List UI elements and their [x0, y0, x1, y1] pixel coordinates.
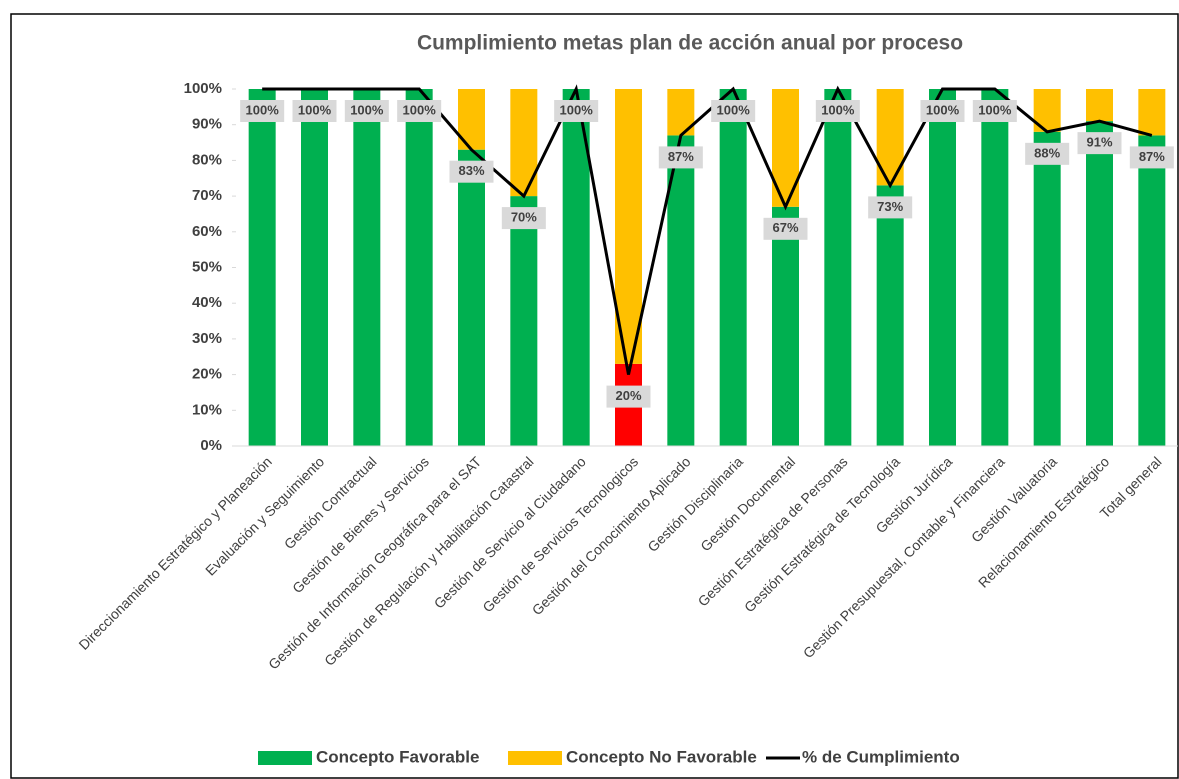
data-label: 100%: [926, 102, 960, 117]
data-label: 73%: [877, 199, 903, 214]
bar-segment: [667, 135, 695, 446]
bar-segment: [1138, 89, 1166, 136]
y-tick-label: 50%: [192, 258, 222, 275]
bar-segment: [824, 89, 852, 446]
bar-segment: [719, 89, 747, 446]
bar-segment: [981, 89, 1009, 446]
data-label-box: [658, 146, 703, 169]
data-label-box: [554, 100, 599, 122]
data-label: 88%: [1034, 145, 1060, 160]
bar-segment: [405, 89, 433, 446]
data-label-box: [1077, 132, 1122, 155]
line-series: [262, 84, 1153, 375]
data-label-box: [606, 385, 651, 408]
data-label-box: [344, 100, 389, 122]
data-label-box: [292, 100, 337, 122]
data-label-box: [501, 207, 546, 230]
y-tick-label: 0%: [200, 437, 222, 454]
data-label: 20%: [615, 388, 641, 403]
bar-segment: [353, 89, 381, 446]
bar-segment: [876, 185, 904, 446]
legend-swatch: [258, 751, 312, 765]
bar-segment: [458, 149, 485, 446]
bar-segment: [248, 89, 276, 446]
bar-segment: [301, 89, 328, 446]
data-label-box: [1025, 142, 1070, 165]
data-label: 100%: [717, 102, 751, 117]
legend-swatch: [508, 751, 562, 765]
data-label: 87%: [668, 149, 694, 164]
bar-segment: [1086, 89, 1113, 122]
y-tick-label: 30%: [192, 330, 222, 347]
data-label: 100%: [560, 102, 594, 117]
bar-segment: [1086, 121, 1113, 446]
legend-label: % de Cumplimiento: [802, 747, 960, 766]
data-label-box: [1129, 146, 1174, 169]
data-label: 87%: [1139, 149, 1165, 164]
bar-segment: [1033, 131, 1061, 446]
data-label-box: [711, 100, 756, 122]
chart-title: Cumplimiento metas plan de acción anual …: [417, 32, 963, 55]
y-tick-label: 10%: [192, 401, 222, 418]
data-label-box: [397, 100, 442, 122]
legend-label: Concepto No Favorable: [566, 747, 757, 766]
data-label-box: [449, 160, 494, 183]
bar-segment: [562, 89, 590, 446]
legend-label: Concepto Favorable: [316, 747, 479, 766]
bar-segment: [772, 206, 799, 446]
data-label-box: [815, 100, 860, 122]
y-tick-label: 100%: [184, 80, 222, 97]
y-tick-label: 20%: [192, 366, 222, 383]
y-tick-label: 70%: [192, 187, 222, 204]
data-label: 100%: [403, 102, 437, 117]
data-label-box: [920, 100, 965, 122]
data-label: 70%: [511, 210, 537, 225]
bar-segment: [510, 196, 538, 446]
y-tick-label: 90%: [192, 116, 222, 133]
data-label: 100%: [978, 102, 1012, 117]
data-label: 67%: [772, 220, 798, 235]
data-label: 100%: [821, 102, 855, 117]
data-label: 100%: [246, 102, 280, 117]
y-tick-label: 60%: [192, 223, 222, 240]
data-label-box: [240, 100, 285, 122]
bar-segment: [1138, 135, 1166, 446]
y-tick-label: 40%: [192, 294, 222, 311]
y-tick-label: 80%: [192, 151, 222, 168]
data-label: 83%: [458, 163, 484, 178]
data-label-box: [868, 196, 913, 219]
data-label: 100%: [298, 102, 332, 117]
data-label-box: [763, 217, 808, 240]
data-label: 100%: [350, 102, 384, 117]
data-label-box: [972, 100, 1017, 122]
data-label: 91%: [1086, 135, 1112, 150]
bar-segment: [929, 89, 956, 446]
